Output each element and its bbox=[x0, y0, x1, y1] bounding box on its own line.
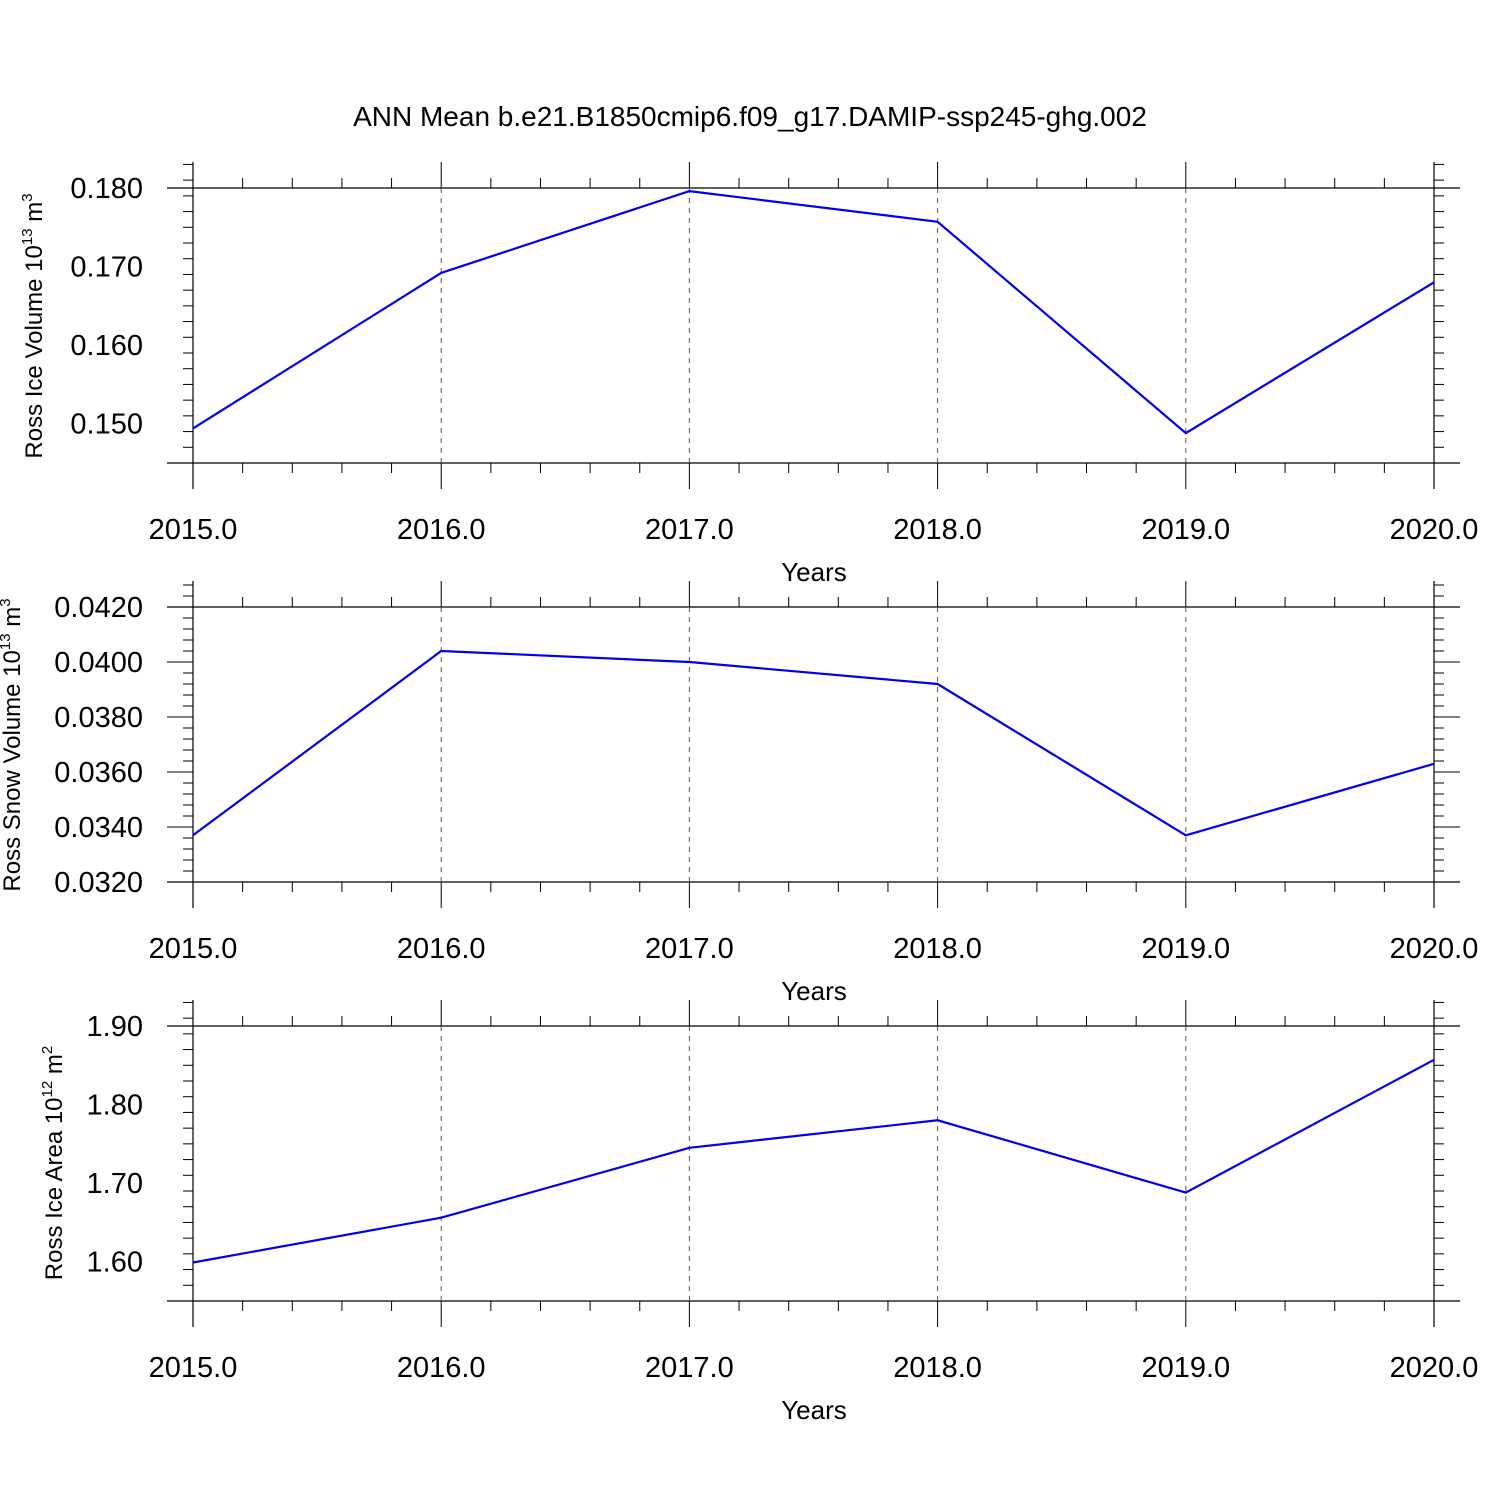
y-axis-label-text: Ross Snow Volume 10 bbox=[0, 650, 26, 891]
x-tick-label: 2015.0 bbox=[149, 514, 238, 546]
y-tick-label: 0.170 bbox=[70, 252, 143, 284]
x-tick-label: 2020.0 bbox=[1390, 514, 1479, 546]
y-axis-label-unit-exponent: 3 bbox=[19, 193, 36, 201]
x-tick-label: 2016.0 bbox=[397, 933, 486, 965]
x-tick-label: 2015.0 bbox=[149, 933, 238, 965]
chart-panel-3: 1.60 1.70 1.80 1.90 2015.0 2016.0 2017.0 2018.0… bbox=[39, 1000, 1478, 1425]
x-tick-label: 2020.0 bbox=[1390, 1352, 1479, 1384]
y-tick-label: 0.0380 bbox=[54, 702, 143, 734]
y-axis-label-text: Ross Ice Area 10 bbox=[41, 1097, 68, 1280]
x-tick-label: 2018.0 bbox=[893, 933, 982, 965]
y-tick-label: 1.70 bbox=[87, 1168, 143, 1200]
y-tick-label: 1.80 bbox=[87, 1090, 143, 1122]
y-axis-label: Ross Ice Volume 1013 m3 bbox=[19, 193, 48, 458]
x-axis-label: Years bbox=[781, 1395, 847, 1425]
y-axis-label-unit: m bbox=[41, 1054, 68, 1081]
series-line bbox=[192, 189, 1435, 435]
y-axis-label-exponent: 13 bbox=[0, 633, 14, 650]
y-tick-label: 0.0420 bbox=[54, 592, 143, 624]
series-line bbox=[192, 1058, 1435, 1264]
y-axis-label: Ross Ice Area 1012 m2 bbox=[39, 1046, 68, 1280]
x-tick-label: 2017.0 bbox=[645, 1352, 734, 1384]
x-tick-label: 2018.0 bbox=[893, 1352, 982, 1384]
y-axis-label-exponent: 12 bbox=[39, 1081, 56, 1098]
x-tick-label: 2016.0 bbox=[397, 1352, 486, 1384]
series-line bbox=[192, 649, 1435, 837]
x-tick-label: 2018.0 bbox=[893, 514, 982, 546]
y-tick-label: 0.180 bbox=[70, 173, 143, 205]
chart-panel-2: 0.0320 0.0340 0.0360 0.0380 0.0400 0.0420 2015… bbox=[0, 581, 1478, 1006]
y-tick-label: 0.150 bbox=[70, 409, 143, 441]
y-tick-label: 1.90 bbox=[87, 1011, 143, 1043]
x-tick-label: 2015.0 bbox=[149, 1352, 238, 1384]
x-tick-label: 2019.0 bbox=[1141, 933, 1230, 965]
x-tick-label: 2020.0 bbox=[1390, 933, 1479, 965]
y-axis-label-text: Ross Ice Volume 10 bbox=[21, 245, 48, 458]
y-axis-label-unit-exponent: 3 bbox=[0, 598, 14, 606]
x-axis-label: Years bbox=[781, 976, 847, 1006]
chart-panel-1: 0.150 0.160 0.170 0.180 2015.0 2016.0 2017.0 20… bbox=[19, 162, 1478, 587]
y-axis-label: Ross Snow Volume 1013 m3 bbox=[0, 598, 26, 891]
y-axis-label-exponent: 13 bbox=[19, 228, 36, 245]
x-axis-label: Years bbox=[781, 557, 847, 587]
y-axis-label-unit-exponent: 2 bbox=[39, 1046, 56, 1054]
x-tick-label: 2017.0 bbox=[645, 933, 734, 965]
y-tick-label: 1.60 bbox=[87, 1247, 143, 1279]
x-tick-label: 2019.0 bbox=[1141, 514, 1230, 546]
y-tick-label: 0.0320 bbox=[54, 867, 143, 899]
y-tick-label: 0.0400 bbox=[54, 647, 143, 679]
figure-title: ANN Mean b.e21.B1850cmip6.f09_g17.DAMIP-… bbox=[353, 101, 1147, 132]
y-tick-label: 0.160 bbox=[70, 330, 143, 362]
y-axis-label-unit: m bbox=[0, 607, 26, 634]
y-tick-label: 0.0360 bbox=[54, 757, 143, 789]
x-tick-label: 2017.0 bbox=[645, 514, 734, 546]
y-axis-label-unit: m bbox=[21, 202, 48, 229]
x-tick-label: 2016.0 bbox=[397, 514, 486, 546]
y-tick-label: 0.0340 bbox=[54, 812, 143, 844]
x-tick-label: 2019.0 bbox=[1141, 1352, 1230, 1384]
